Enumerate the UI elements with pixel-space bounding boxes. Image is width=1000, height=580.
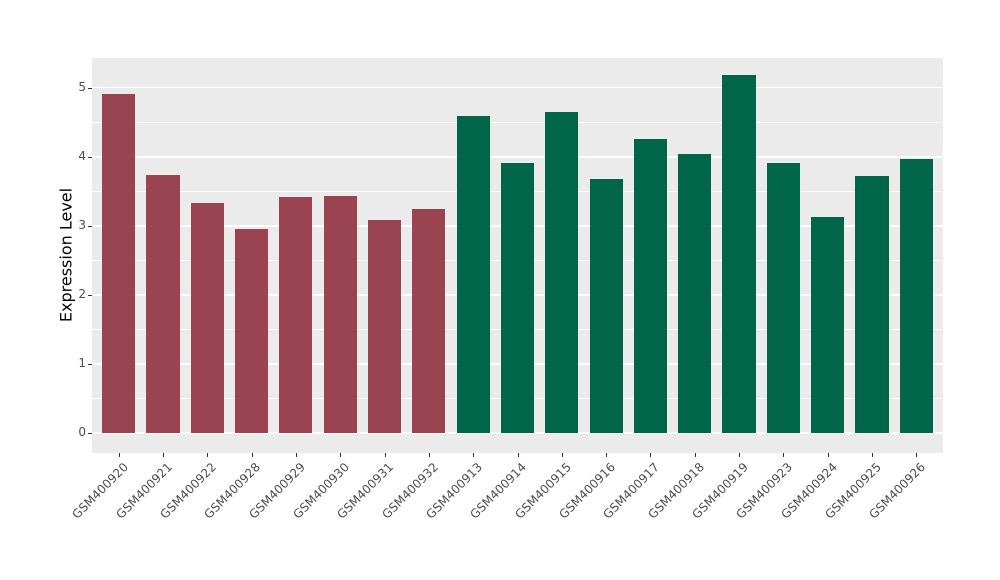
y-tick-label: 0	[78, 425, 86, 440]
y-tick-label: 4	[78, 149, 86, 164]
x-tick-mark	[118, 453, 120, 457]
gridline-major	[92, 156, 943, 158]
y-tick-mark	[88, 87, 92, 89]
bar-GSM400926	[899, 158, 934, 433]
bar-GSM400917	[633, 139, 668, 433]
y-tick-mark	[88, 432, 92, 434]
x-tick-mark	[207, 453, 209, 457]
x-tick-mark	[340, 453, 342, 457]
x-tick-mark	[872, 453, 874, 457]
y-tick-label: 2	[78, 287, 86, 302]
y-tick-label: 3	[78, 218, 86, 233]
bar-GSM400915	[545, 111, 579, 433]
x-axis-labels: GSM400920 GSM400921 GSM400922 GSM400928 GSM4…	[0, 460, 1000, 570]
x-tick-mark	[517, 453, 519, 457]
bar-GSM400913	[456, 116, 490, 433]
x-tick-mark	[251, 453, 253, 457]
x-tick-mark	[694, 453, 696, 457]
gridline-major	[92, 86, 943, 89]
bar-GSM400914	[500, 162, 535, 433]
x-tick-mark	[295, 453, 297, 457]
x-tick-mark	[561, 453, 563, 457]
x-tick-mark	[384, 453, 386, 457]
bar-GSM400923	[766, 162, 801, 433]
x-tick-mark	[783, 453, 785, 457]
x-tick-mark	[827, 453, 829, 457]
y-tick-mark	[88, 156, 92, 158]
bar-GSM400919	[722, 74, 756, 433]
bar-GSM400928	[234, 229, 269, 433]
bar-GSM400932	[412, 209, 446, 433]
bar-GSM400929	[279, 197, 313, 433]
bar-GSM400916	[589, 178, 623, 433]
y-tick-label: 1	[78, 356, 86, 371]
bar-GSM400921	[146, 174, 180, 433]
x-tick-mark	[606, 453, 608, 457]
gridline-major	[92, 432, 943, 434]
bar-GSM400924	[811, 216, 845, 433]
bar-GSM400922	[190, 203, 224, 433]
bar-GSM400920	[101, 93, 136, 433]
plot-panel	[92, 58, 943, 453]
bar-GSM400931	[367, 220, 402, 433]
x-tick-mark	[650, 453, 652, 457]
x-tick-mark	[428, 453, 430, 457]
y-tick-label: 5	[78, 80, 86, 95]
bar-GSM400930	[323, 196, 357, 433]
x-tick-mark	[739, 453, 741, 457]
bar-GSM400925	[855, 176, 889, 433]
y-tick-mark	[88, 225, 92, 227]
y-tick-mark	[88, 363, 92, 365]
gridline-minor	[92, 121, 943, 123]
y-tick-mark	[88, 294, 92, 296]
bar-GSM400918	[678, 153, 712, 433]
x-tick-mark	[916, 453, 918, 457]
x-tick-mark	[473, 453, 475, 457]
x-tick-mark	[162, 453, 164, 457]
